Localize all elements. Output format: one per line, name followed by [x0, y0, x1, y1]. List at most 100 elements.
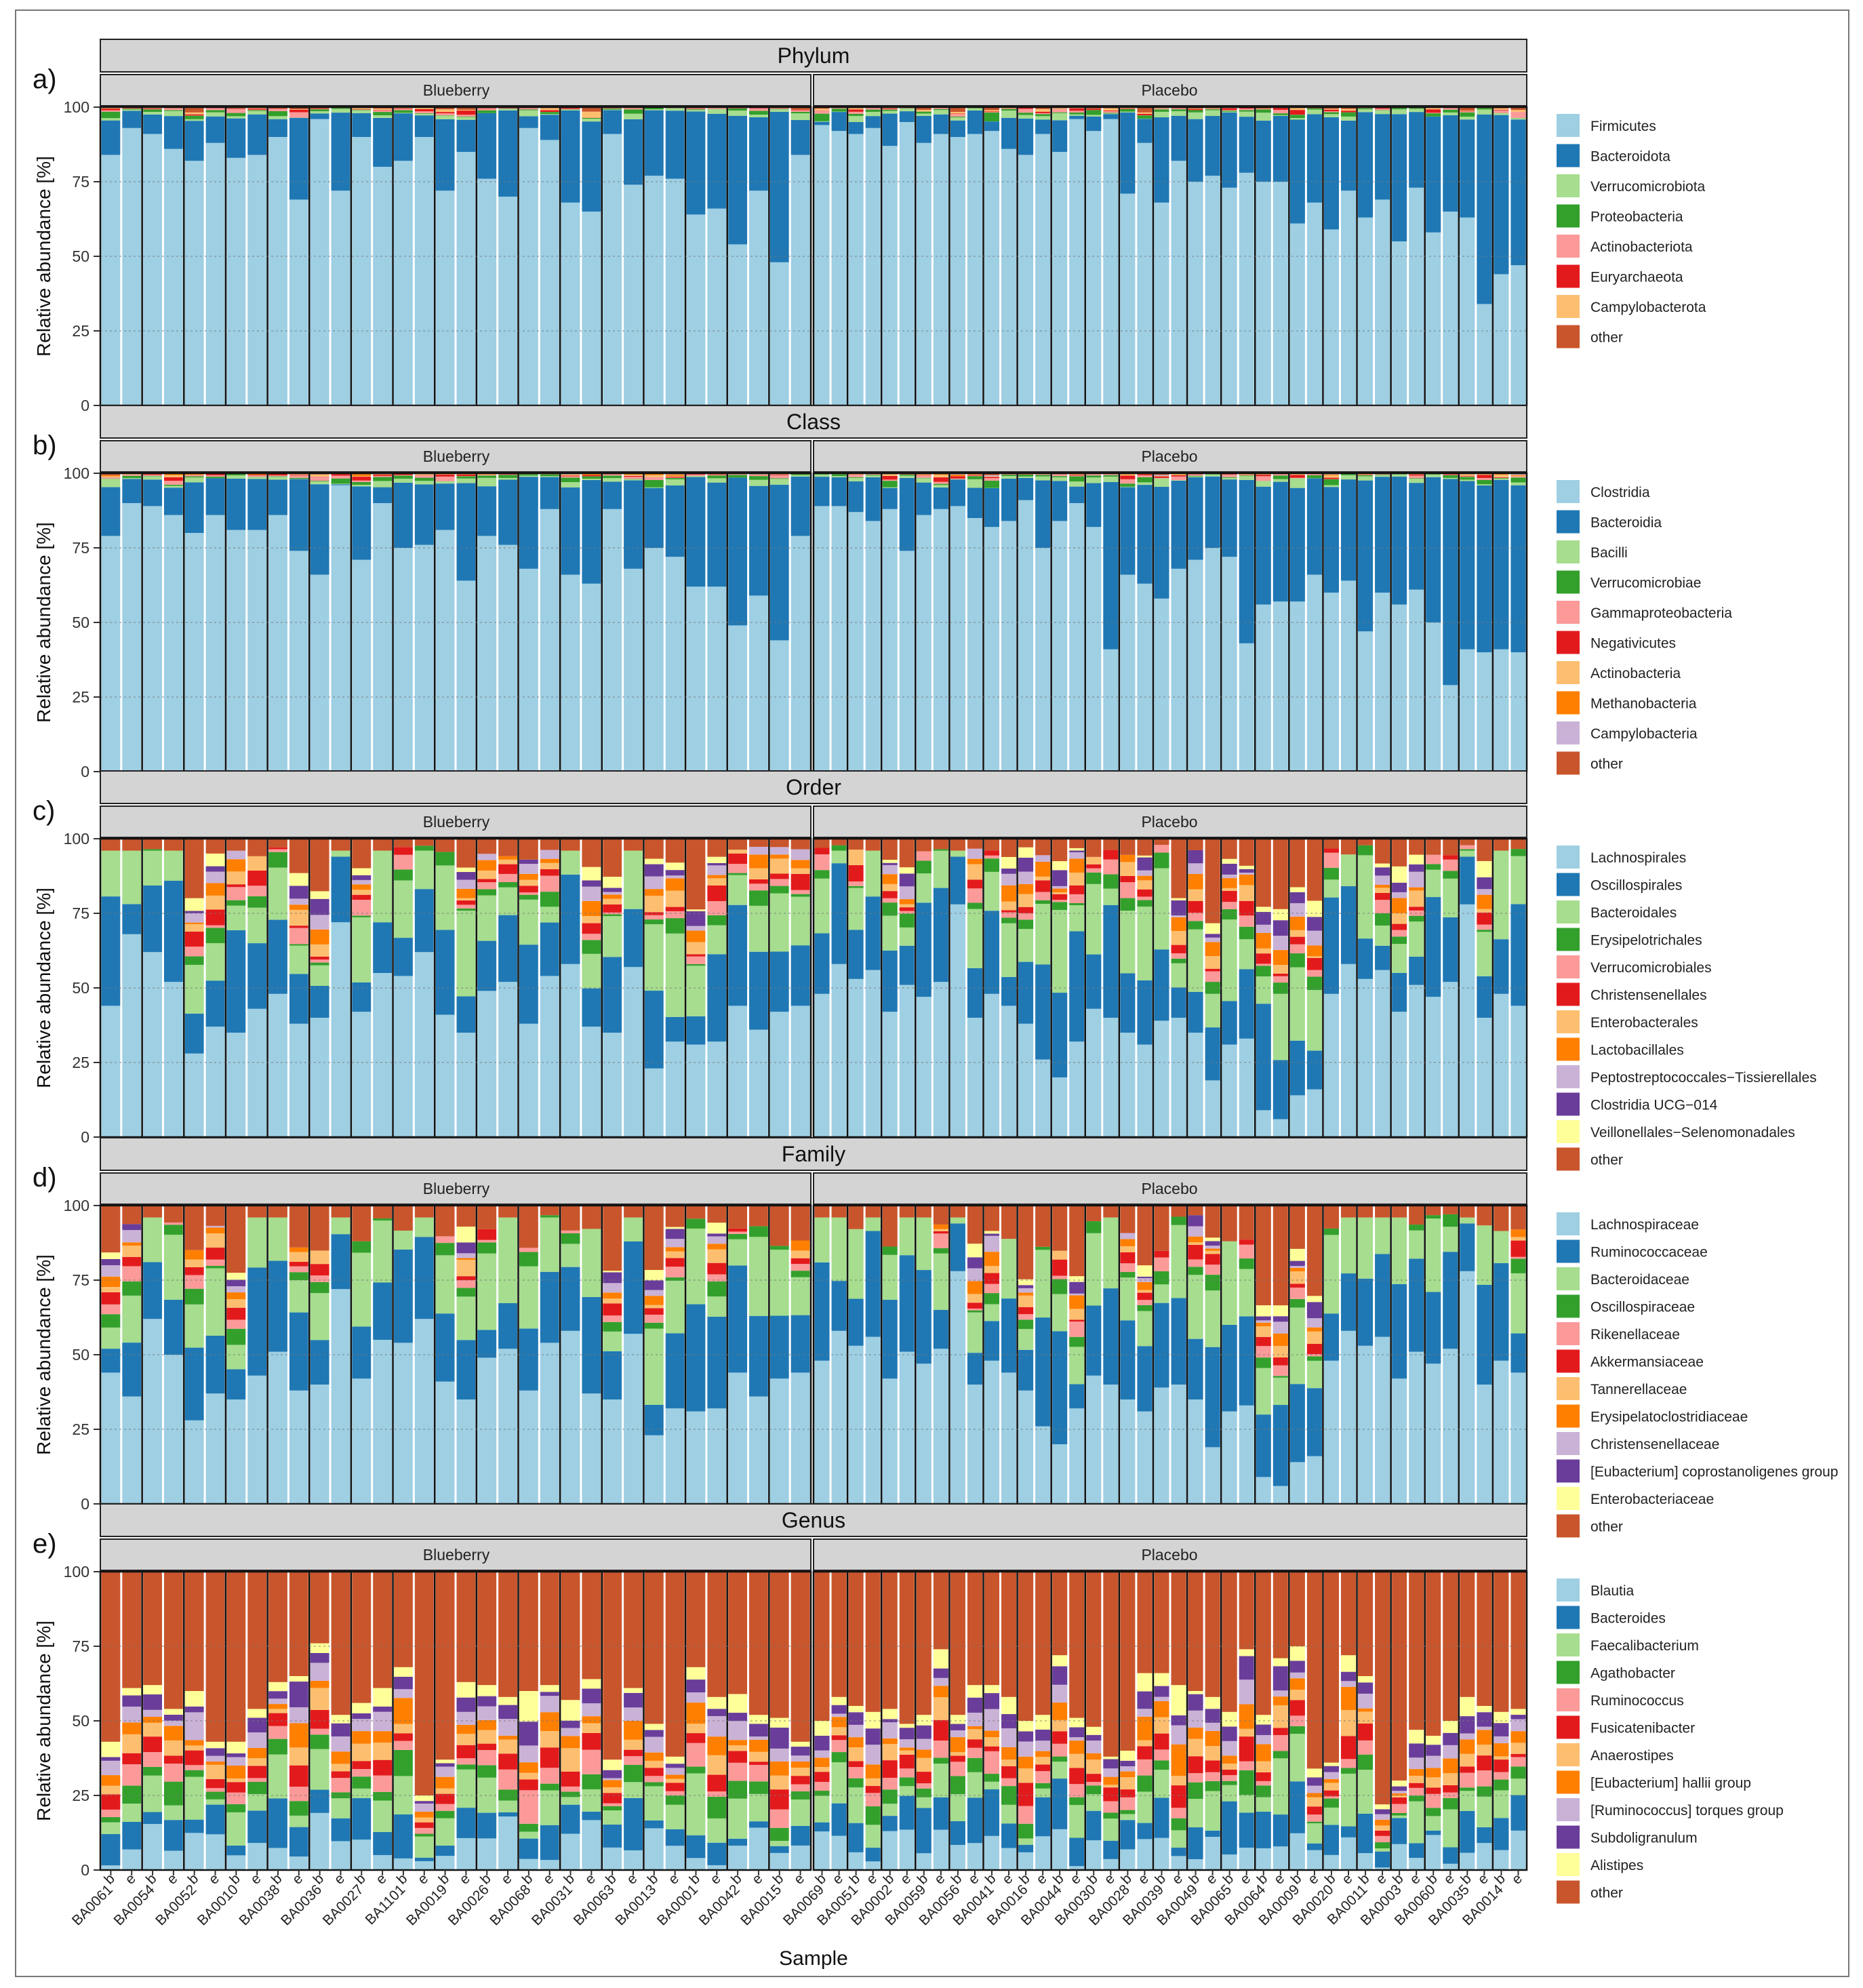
bar-segment: [1256, 1785, 1271, 1797]
bar-segment: [967, 1685, 982, 1698]
bar-segment: [984, 1736, 1000, 1747]
bar-segment: [226, 884, 246, 888]
bar-segment: [1137, 1716, 1153, 1741]
bar-segment: [498, 864, 517, 874]
bar-segment: [865, 521, 881, 772]
bar-segment: [1306, 1296, 1322, 1303]
bar-segment: [540, 476, 559, 477]
bar-segment: [624, 480, 643, 569]
bar-segment: [1443, 878, 1458, 917]
bar-segment: [435, 1014, 455, 1137]
bar-segment: [865, 477, 881, 521]
bar-segment: [519, 1722, 538, 1746]
bar-segment: [394, 482, 413, 548]
bar-segment: [1052, 113, 1068, 121]
bar-segment: [456, 117, 476, 120]
bar-segment: [143, 108, 162, 110]
bar-segment: [1222, 1801, 1237, 1855]
y-tick-label: 100: [64, 1563, 89, 1581]
bar-segment: [1018, 118, 1034, 155]
bar-segment: [967, 1712, 982, 1727]
bar-segment: [1460, 1791, 1475, 1811]
bar-segment: [1137, 475, 1153, 477]
bar-segment: [456, 1276, 476, 1281]
bar-segment: [477, 879, 497, 883]
bar-segment: [394, 1858, 413, 1870]
bar-segment: [163, 485, 183, 488]
bar-segment: [101, 118, 121, 121]
bar-segment: [603, 1298, 622, 1304]
bar-segment: [1239, 1656, 1254, 1680]
bar-segment: [101, 479, 121, 488]
bar-segment: [101, 1865, 121, 1870]
bar-segment: [603, 1351, 622, 1399]
bar-segment: [561, 473, 580, 475]
bar-segment: [435, 865, 455, 930]
bar-segment: [814, 933, 830, 994]
bar-segment: [540, 1731, 559, 1748]
bar-segment: [848, 121, 864, 134]
bar-segment: [143, 1217, 162, 1263]
bar-segment: [1306, 1360, 1322, 1389]
bar-segment: [101, 475, 121, 477]
bar-segment: [205, 1225, 225, 1228]
bar-segment: [1477, 484, 1492, 485]
bar-segment: [769, 847, 789, 855]
bar-segment: [331, 1736, 350, 1752]
bar-segment: [289, 1252, 308, 1263]
bar-segment: [456, 1253, 476, 1258]
bar-segment: [1340, 1768, 1357, 1774]
bar-segment: [1086, 1840, 1102, 1870]
bar-segment: [1052, 1279, 1068, 1294]
bar-segment: [1460, 839, 1475, 846]
panel-title-strip: [100, 770, 1527, 804]
bar-segment: [1035, 134, 1051, 405]
bar-segment: [163, 1222, 183, 1225]
legend-label: Erysipelotrichales: [1590, 933, 1702, 949]
bar-segment: [1510, 1237, 1526, 1241]
bar-segment: [1409, 839, 1424, 855]
bar-segment: [1018, 1285, 1034, 1288]
bar-segment: [184, 114, 204, 116]
bar-segment: [519, 1572, 538, 1691]
bar-segment: [1052, 886, 1068, 889]
x-tick-sample: BA1101: [362, 1882, 408, 1928]
bar-segment: [967, 848, 982, 859]
bar-segment: [916, 475, 932, 478]
bar-segment: [1120, 1572, 1136, 1751]
x-tick-sample: BA0031: [529, 1882, 576, 1928]
bar-segment: [1392, 1795, 1407, 1797]
x-tick-timepoint: e: [1305, 1871, 1322, 1888]
bar-segment: [540, 108, 559, 111]
bar-segment: [1103, 1385, 1119, 1504]
bar-segment: [498, 197, 517, 405]
bar-segment: [582, 1393, 601, 1504]
bar-segment: [1323, 108, 1339, 110]
bar-segment: [352, 1743, 372, 1762]
bar-segment: [665, 108, 685, 111]
bar-segment: [331, 1289, 350, 1504]
bar-segment: [226, 1778, 246, 1783]
bar-segment: [247, 1747, 267, 1759]
bar-segment: [163, 1709, 183, 1715]
bar-segment: [790, 1784, 810, 1792]
bar-segment: [394, 1572, 413, 1667]
bar-segment: [984, 855, 1000, 859]
bar-segment: [1256, 1346, 1271, 1358]
bar-segment: [790, 1845, 810, 1870]
bar-segment: [603, 892, 622, 895]
bar-segment: [1001, 1206, 1017, 1239]
bar-segment: [624, 1206, 643, 1218]
bar-segment: [498, 1217, 517, 1303]
x-tick-timepoint: e: [331, 1871, 348, 1888]
bar-segment: [1256, 963, 1271, 966]
bar-segment: [477, 473, 497, 475]
bar-segment: [247, 1781, 267, 1795]
y-tick-label: 75: [72, 539, 89, 557]
bar-segment: [1171, 1572, 1186, 1686]
bar-segment: [310, 1281, 329, 1294]
bar-segment: [1477, 477, 1492, 480]
bar-segment: [143, 479, 162, 506]
bar-segment: [790, 1755, 810, 1762]
bar-segment: [1358, 475, 1374, 477]
